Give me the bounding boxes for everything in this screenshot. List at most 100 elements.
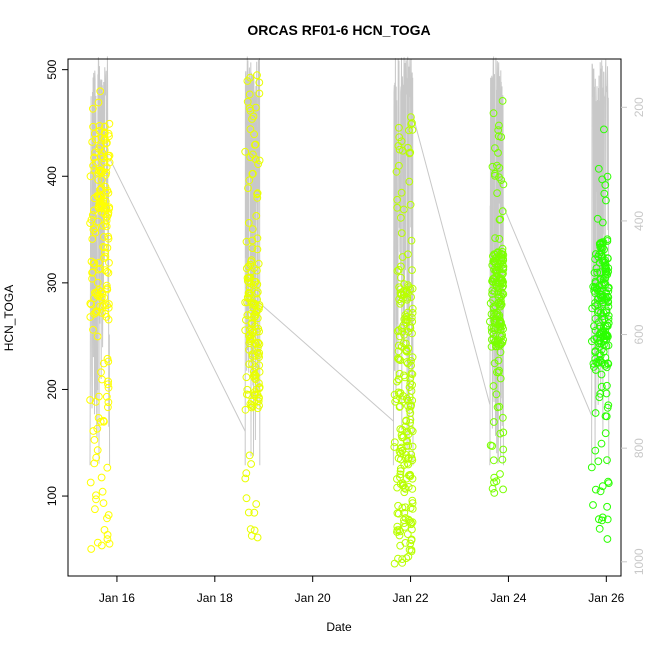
data-point [245, 283, 254, 292]
data-point [408, 266, 416, 275]
x-tick-label: Jan 26 [588, 591, 624, 605]
data-point [241, 474, 250, 483]
data-point [94, 176, 103, 184]
data-point [252, 103, 260, 112]
data-point [598, 358, 606, 367]
data-point [496, 215, 505, 224]
data-point [407, 236, 416, 245]
data-point [93, 332, 102, 341]
chart-title: ORCAS RF01-6 HCN_TOGA [247, 22, 430, 38]
data-point [255, 394, 263, 403]
data-point [405, 149, 414, 158]
data-point [103, 267, 111, 276]
data-point [499, 180, 508, 189]
data-point [494, 149, 502, 157]
data-point [597, 439, 606, 448]
data-point [92, 491, 100, 500]
data-point [599, 324, 608, 333]
data-point [103, 301, 111, 310]
data-point [598, 482, 607, 491]
data-point [587, 463, 596, 472]
data-point [253, 245, 262, 254]
data-point [408, 381, 417, 389]
data-point [407, 313, 416, 322]
data-point [397, 188, 406, 197]
data-point [604, 293, 613, 302]
data-point [396, 356, 405, 365]
data-point [491, 171, 499, 180]
data-point [403, 308, 412, 317]
data-point [244, 184, 252, 193]
data-point [397, 213, 405, 222]
data-point [495, 298, 504, 307]
x-tick-label: Jan 24 [490, 591, 526, 605]
data-point [255, 383, 264, 392]
data-point [92, 289, 100, 298]
data-point [603, 359, 612, 368]
data-point [407, 426, 416, 434]
data-point [241, 326, 250, 335]
data-point [247, 258, 255, 266]
data-point [488, 275, 497, 284]
data-point [494, 126, 503, 135]
data-point [87, 215, 96, 224]
data-point [403, 459, 412, 468]
transit-line [412, 115, 491, 405]
data-point [103, 535, 112, 543]
data-point [251, 278, 260, 286]
data-point [99, 499, 108, 508]
data-point [498, 289, 507, 298]
data-point [494, 368, 503, 377]
data-point [89, 104, 97, 113]
data-point [90, 310, 98, 318]
data-point [91, 224, 100, 233]
data-point [402, 417, 411, 426]
altitude-trace [244, 56, 261, 466]
altitude-trace [392, 56, 414, 466]
data-point [602, 332, 611, 341]
data-point [487, 324, 496, 332]
data-point [400, 483, 409, 492]
data-point [406, 148, 415, 157]
data-point [594, 164, 603, 173]
data-point [91, 505, 99, 514]
data-point [408, 496, 417, 505]
data-point [596, 487, 605, 496]
data-point [405, 393, 414, 402]
data-point [104, 269, 113, 277]
data-point [595, 524, 604, 533]
data-point [499, 485, 508, 494]
data-point [103, 244, 112, 252]
data-point [251, 155, 260, 164]
data-point [96, 264, 105, 273]
data-point [102, 313, 111, 321]
data-point [103, 212, 112, 221]
data-point [97, 152, 105, 161]
data-point [255, 327, 264, 336]
data-point [103, 531, 112, 539]
data-point [93, 446, 102, 455]
data-point [392, 167, 401, 176]
data-point [96, 87, 105, 96]
data-point [245, 288, 253, 297]
data-point [253, 288, 262, 296]
transit-line [503, 206, 593, 416]
data-point [604, 287, 613, 296]
data-point [590, 363, 598, 371]
data-point [408, 442, 417, 451]
data-point [499, 445, 508, 454]
data-point [248, 170, 257, 178]
data-point [246, 153, 255, 162]
data-point [86, 219, 94, 228]
data-point [396, 290, 405, 299]
data-point [601, 263, 610, 272]
data-point [590, 283, 599, 292]
data-point [100, 243, 109, 252]
data-point [88, 235, 97, 243]
data-point [395, 295, 404, 304]
data-point [604, 297, 612, 306]
data-point [105, 119, 114, 128]
data-point [399, 205, 408, 214]
data-point [496, 429, 505, 438]
data-point [491, 234, 500, 243]
